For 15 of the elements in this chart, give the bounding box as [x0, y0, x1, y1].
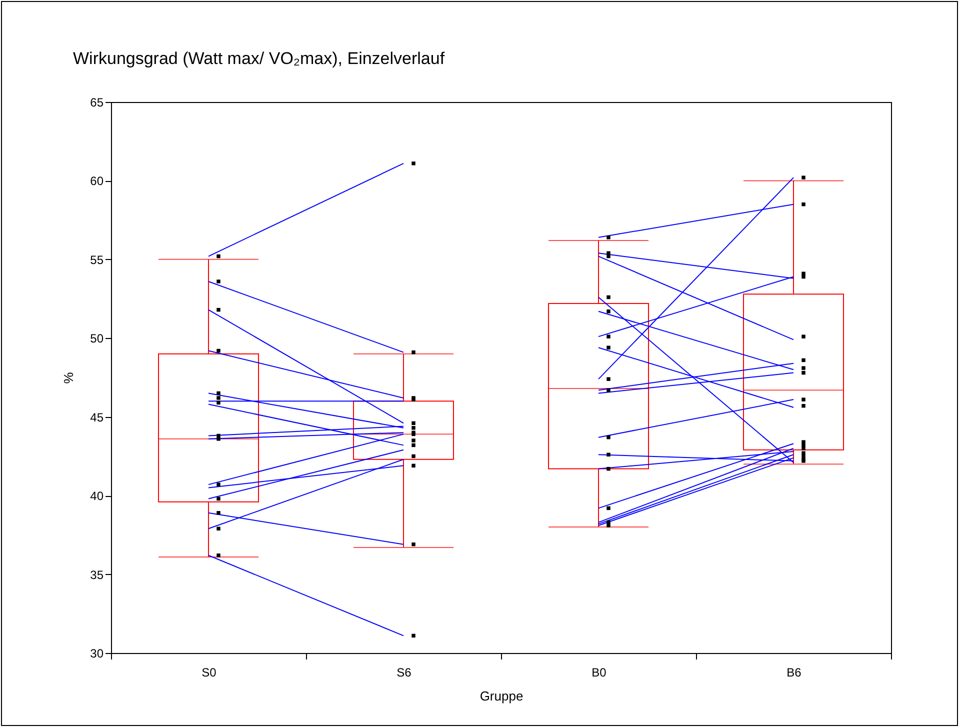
- x-axis-title: Gruppe: [480, 688, 524, 704]
- y-tick-label: 50: [90, 332, 104, 346]
- x-tick-label: B0: [592, 666, 607, 680]
- y-tick-label: 55: [90, 252, 104, 267]
- y-tick-label: 35: [90, 568, 104, 582]
- y-tick-label: 30: [90, 646, 104, 660]
- y-tick-label: 65: [90, 96, 104, 110]
- x-tick-label: S0: [202, 666, 217, 680]
- x-tick-label: S6: [396, 666, 412, 680]
- y-tick-label: 60: [90, 174, 104, 188]
- y-axis-title: %: [61, 372, 76, 384]
- x-tick-label: B6: [786, 666, 802, 680]
- chart-title: Wirkungsgrad (Watt max/ VO₂max), Einzelverlauf: [73, 49, 445, 68]
- y-tick-label: 40: [90, 489, 104, 504]
- y-tick-label: 45: [90, 410, 104, 424]
